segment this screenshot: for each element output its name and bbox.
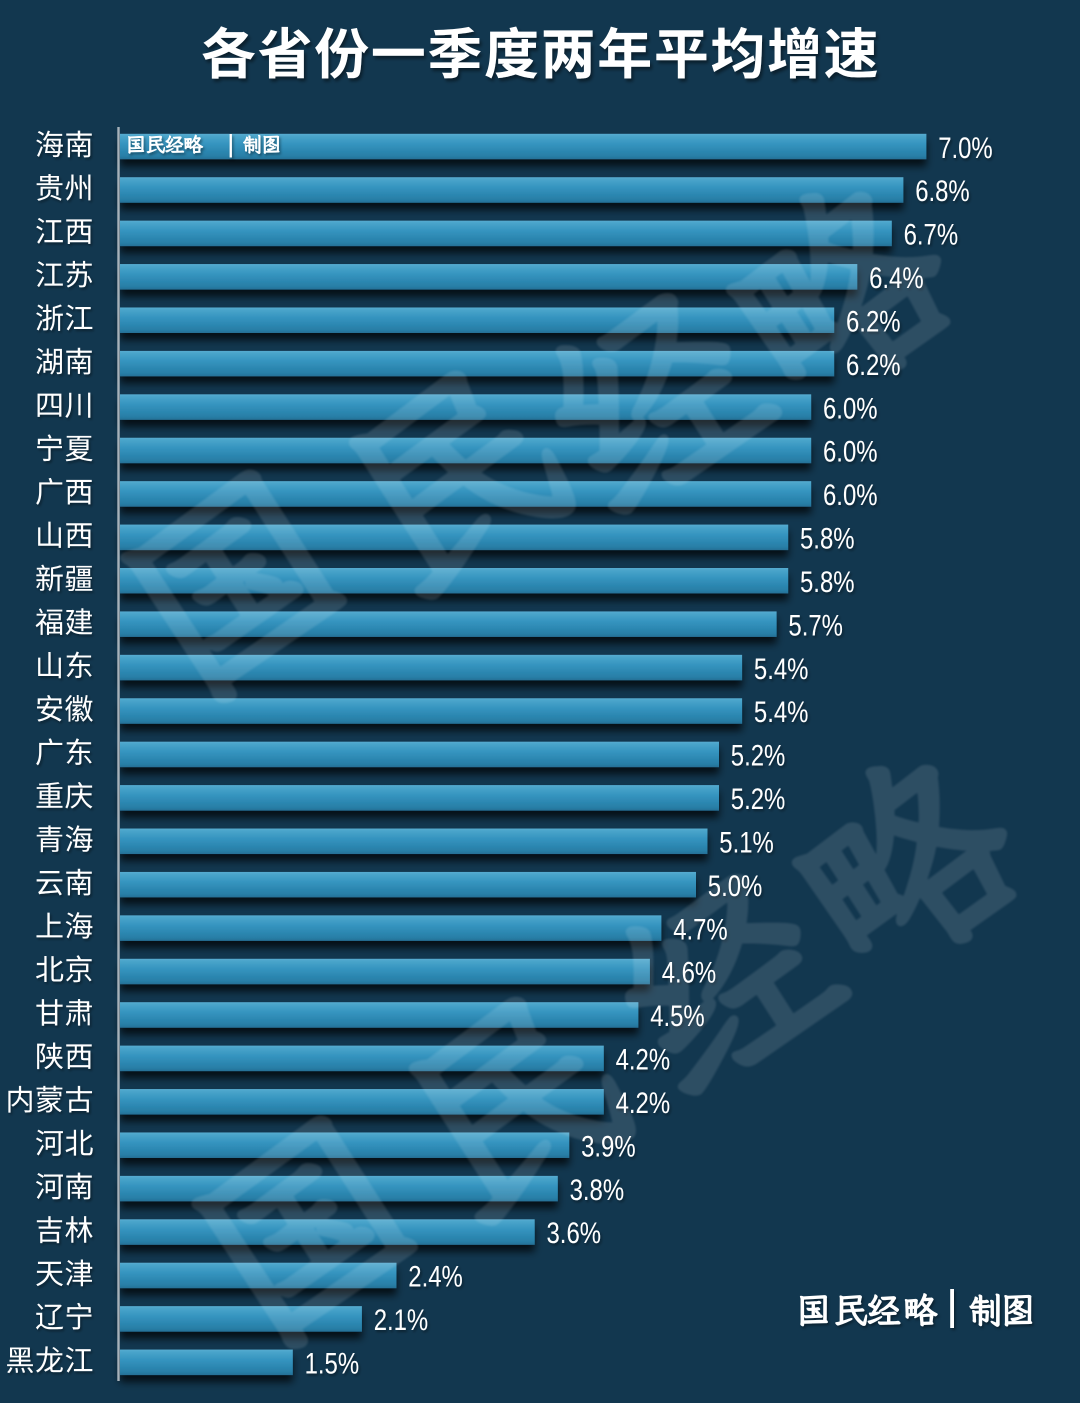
svg-text:5.2%: 5.2% — [731, 740, 786, 773]
svg-text:4.2%: 4.2% — [616, 1044, 671, 1077]
svg-text:6.0%: 6.0% — [823, 392, 878, 425]
svg-text:2.1%: 2.1% — [374, 1304, 429, 1337]
svg-text:6.7%: 6.7% — [904, 219, 959, 252]
svg-text:3.6%: 3.6% — [547, 1217, 602, 1250]
svg-text:6.0%: 6.0% — [823, 479, 878, 512]
svg-text:5.4%: 5.4% — [754, 653, 809, 686]
svg-text:2.4%: 2.4% — [408, 1261, 463, 1294]
svg-text:6.8%: 6.8% — [915, 175, 970, 208]
svg-text:5.8%: 5.8% — [800, 523, 855, 556]
svg-text:5.7%: 5.7% — [788, 609, 843, 642]
svg-text:3.8%: 3.8% — [570, 1174, 625, 1207]
svg-text:5.8%: 5.8% — [800, 566, 855, 599]
svg-text:5.1%: 5.1% — [719, 827, 774, 860]
svg-text:7.0%: 7.0% — [938, 132, 993, 165]
svg-text:6.0%: 6.0% — [823, 436, 878, 469]
svg-text:5.2%: 5.2% — [731, 783, 786, 816]
svg-text:1.5%: 1.5% — [305, 1348, 360, 1381]
svg-text:5.4%: 5.4% — [754, 696, 809, 729]
